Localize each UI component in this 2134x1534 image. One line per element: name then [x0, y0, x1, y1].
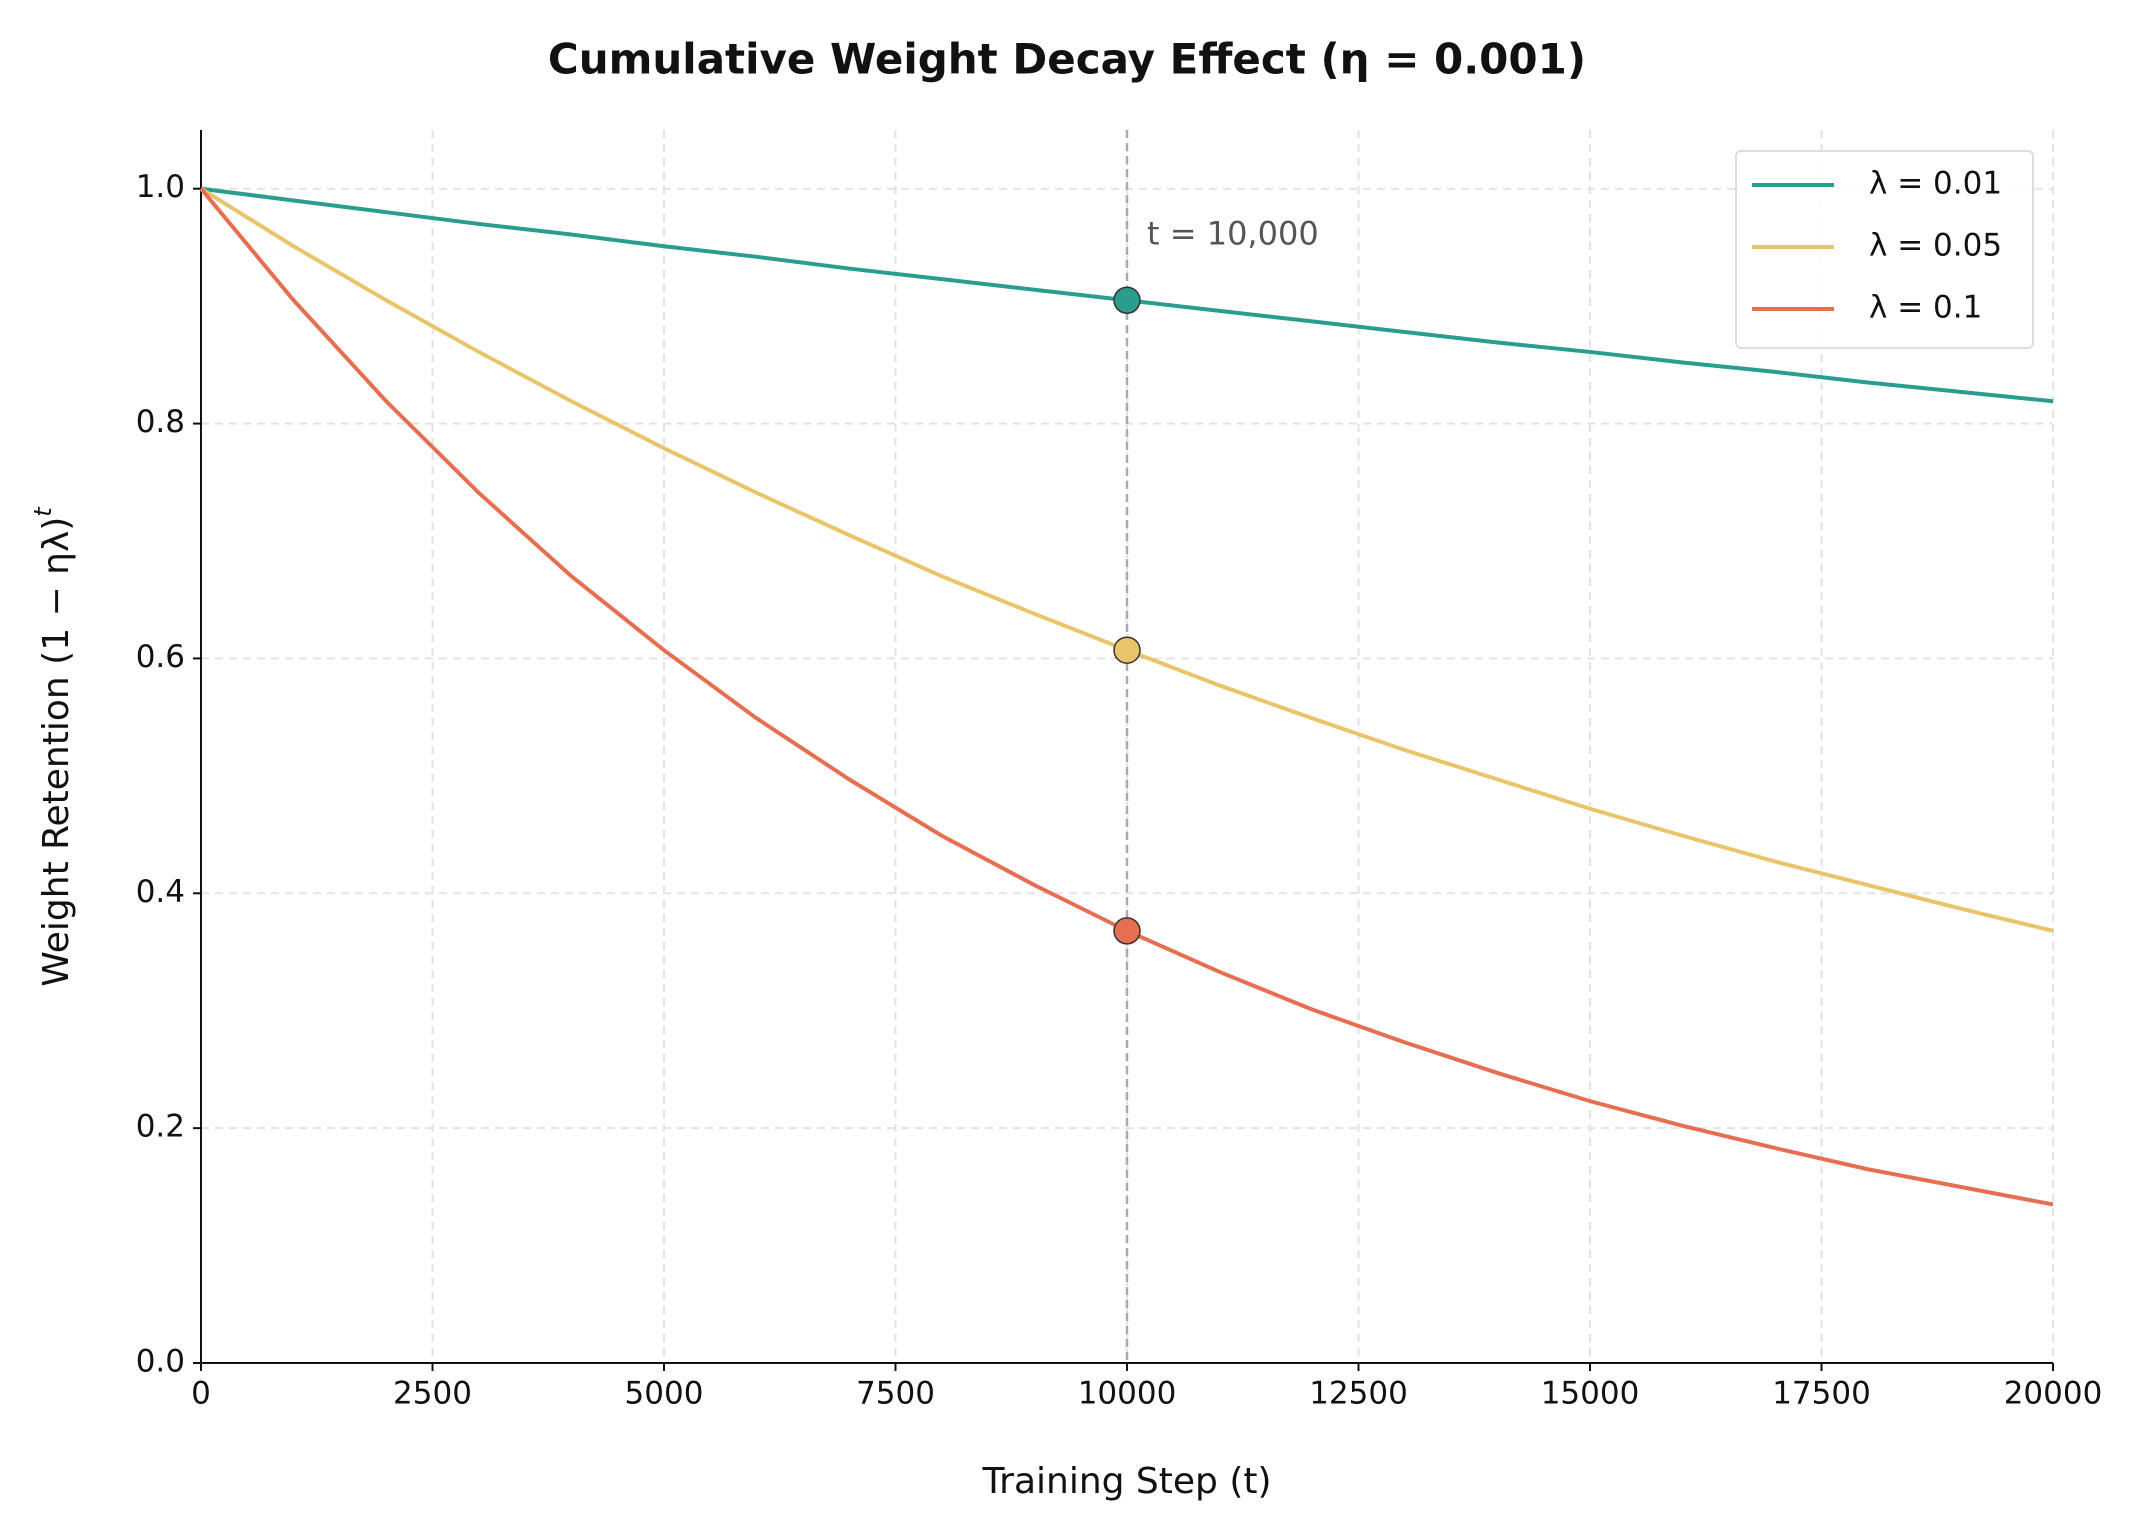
x-tick-label: 2500	[393, 1376, 472, 1412]
legend-label: λ = 0.05	[1869, 228, 2002, 264]
x-tick-label: 15000	[1541, 1376, 1640, 1412]
y-axis-label: Weight Retention (1 − ηλ)t	[29, 506, 77, 987]
legend-box	[1735, 150, 2034, 349]
x-tick-label: 10000	[1078, 1376, 1177, 1412]
y-tick-label: 1.0	[136, 169, 185, 205]
marker	[1113, 286, 1141, 315]
y-tick-label: 0.6	[136, 639, 185, 675]
x-tick-label: 0	[191, 1376, 211, 1412]
y-tick-label: 0.8	[136, 404, 185, 440]
y-label-text: Weight Retention (1 − ηλ)	[36, 517, 77, 987]
y-tick-label: 0.0	[136, 1344, 185, 1380]
legend-label: λ = 0.1	[1869, 290, 1982, 326]
x-axis-label: Training Step (t)	[981, 1461, 1271, 1502]
x-tick-label: 12500	[1309, 1376, 1408, 1412]
marker	[1113, 636, 1141, 664]
legend-label: λ = 0.01	[1869, 166, 2002, 202]
legend: λ = 0.01 λ = 0.05 λ = 0.1	[1735, 150, 2034, 349]
y-label-superscript: t	[29, 506, 57, 517]
x-tick-label: 20000	[2004, 1376, 2103, 1412]
x-tick-label: 5000	[625, 1376, 704, 1412]
marker	[1113, 917, 1141, 945]
annotation: t = 10,000	[1147, 215, 1319, 253]
y-tick-label: 0.4	[136, 874, 185, 910]
x-tick-label: 7500	[856, 1376, 935, 1412]
y-tick-label: 0.2	[136, 1109, 185, 1145]
chart-title: Cumulative Weight Decay Effect (η = 0.00…	[548, 35, 1586, 84]
x-tick-label: 17500	[1772, 1376, 1871, 1412]
